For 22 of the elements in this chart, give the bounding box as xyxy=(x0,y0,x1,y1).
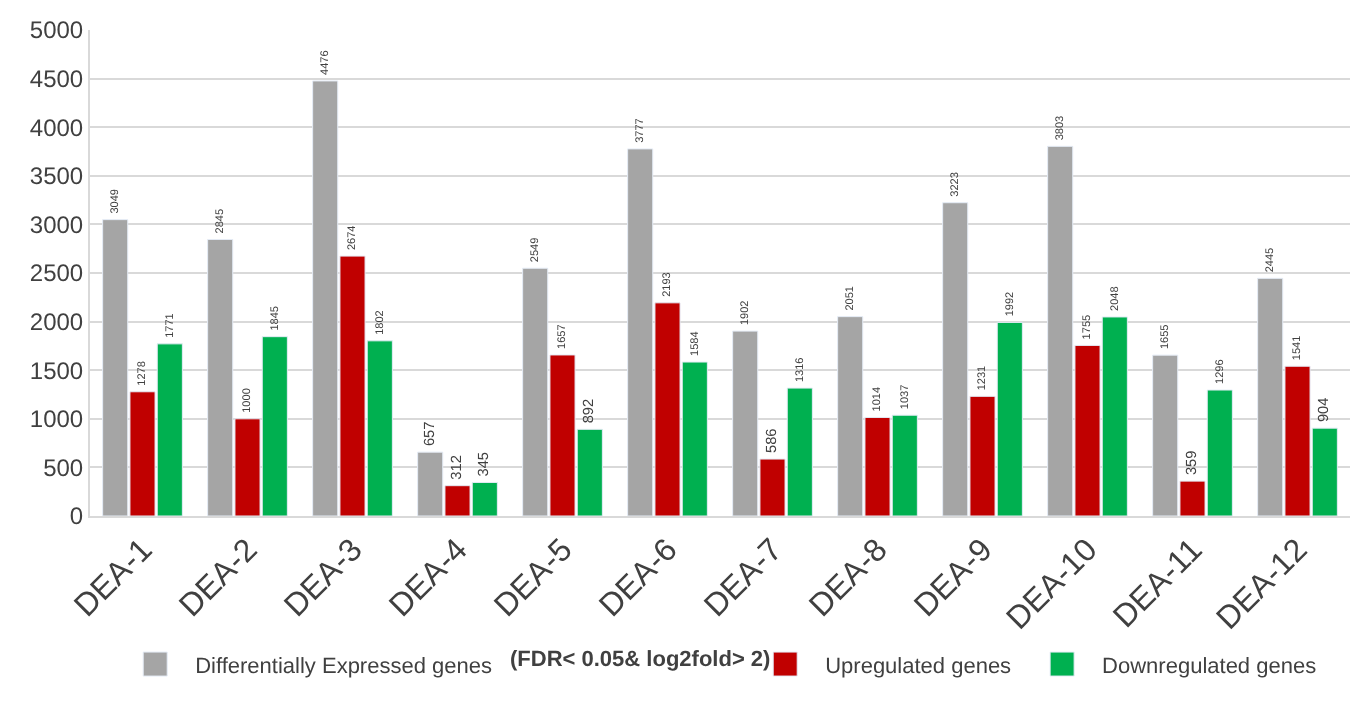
y-tick-label: 0 xyxy=(69,502,84,531)
legend-label: Downregulated genes xyxy=(1102,654,1318,679)
data-label: 312 xyxy=(447,455,466,480)
data-label: 345 xyxy=(474,451,493,477)
y-tick-label: 3500 xyxy=(29,162,84,191)
y-tick-label: 2000 xyxy=(29,308,84,336)
y-tick-label: 3000 xyxy=(29,210,84,239)
legend-label: Upregulated genes xyxy=(825,654,1013,679)
legend-label: Differentially Expressed genes xyxy=(195,654,493,679)
y-tick-label: 1500 xyxy=(29,356,84,385)
y-tick-label: 4500 xyxy=(29,65,84,93)
data-label: 359 xyxy=(1182,450,1201,476)
text: (FDR< 0.05& log2fold> 2) xyxy=(510,648,772,672)
y-tick-label: 500 xyxy=(43,453,84,482)
y-tick-label: 5000 xyxy=(29,16,84,45)
data-label: 586 xyxy=(762,428,781,454)
data-label: 892 xyxy=(579,398,598,424)
y-tick-label: 1000 xyxy=(29,405,84,434)
y-tick-label: 4000 xyxy=(29,113,84,142)
y-tick-label: 2500 xyxy=(29,259,84,288)
data-label: 904 xyxy=(1314,397,1333,423)
data-label: 657 xyxy=(419,421,438,447)
